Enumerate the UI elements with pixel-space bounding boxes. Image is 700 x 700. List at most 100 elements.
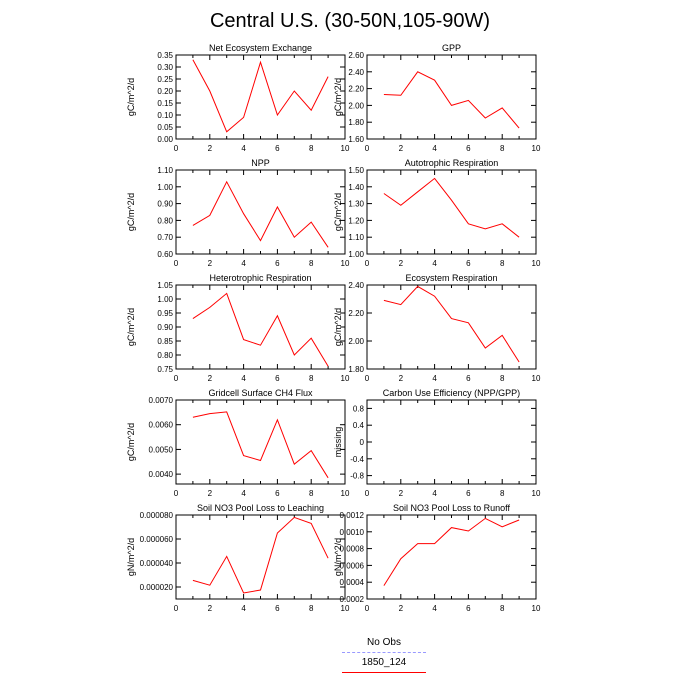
y-tick-label: 1.05 [157, 281, 173, 290]
legend-model-label: 1850_124 [361, 657, 407, 668]
x-tick-label: 4 [241, 489, 246, 498]
plot-frame [366, 399, 537, 485]
y-tick-label: 0.85 [157, 337, 173, 346]
x-tick-label: 0 [365, 144, 370, 153]
y-tick-label: 0.70 [157, 233, 173, 242]
y-tick-label: 0.80 [157, 351, 173, 360]
plot-frame [366, 169, 537, 255]
y-tick-label: 1.60 [348, 135, 364, 144]
x-tick-label: 2 [399, 144, 404, 153]
series-line [192, 180, 329, 248]
y-axis-label: gC/m^2/d [126, 193, 136, 231]
y-tick-label: 0.000060 [140, 535, 174, 544]
y-tick-label: 0.80 [157, 216, 173, 225]
y-tick-label: 2.40 [348, 281, 364, 290]
series-line [383, 517, 520, 586]
y-tick-label: 1.00 [348, 250, 364, 259]
y-tick-label: 0.75 [157, 365, 173, 374]
y-tick-label: 1.40 [348, 183, 364, 192]
panel-title: Ecosystem Respiration [405, 273, 497, 283]
x-tick-label: 10 [532, 489, 541, 498]
y-tick-label: 2.00 [348, 337, 364, 346]
panel-title: NPP [251, 158, 270, 168]
y-tick-label: 0.10 [157, 111, 173, 120]
x-tick-label: 8 [309, 259, 314, 268]
x-tick-label: 2 [399, 604, 404, 613]
y-tick-label: 0.30 [157, 63, 173, 72]
x-tick-label: 6 [275, 144, 280, 153]
y-tick-label: 1.10 [348, 233, 364, 242]
y-tick-label: 0.4 [353, 421, 365, 430]
x-tick-label: 8 [500, 604, 505, 613]
y-tick-label: 0.60 [157, 250, 173, 259]
x-tick-label: 10 [532, 144, 541, 153]
y-tick-label: 0.0010 [340, 528, 365, 537]
y-tick-label: 1.20 [348, 216, 364, 225]
panel-title: GPP [442, 43, 461, 53]
x-tick-label: 8 [309, 489, 314, 498]
panel-title: Heterotrophic Respiration [209, 273, 311, 283]
x-tick-label: 0 [365, 259, 370, 268]
series-line [192, 59, 329, 133]
y-tick-label: 0.0008 [340, 545, 365, 554]
y-axis-label: gC/m^2/d [333, 308, 343, 346]
y-tick-label: 0.25 [157, 75, 173, 84]
y-tick-label: 0.90 [157, 323, 173, 332]
series-line [383, 285, 520, 363]
x-tick-label: 2 [208, 144, 213, 153]
x-tick-label: 10 [341, 259, 350, 268]
x-tick-label: 10 [532, 604, 541, 613]
y-tick-label: 0.35 [157, 51, 173, 60]
x-tick-label: 8 [500, 489, 505, 498]
plot-frame [175, 54, 346, 140]
y-tick-label: 1.50 [348, 166, 364, 175]
y-tick-label: 0.90 [157, 200, 173, 209]
y-tick-label: 1.10 [157, 166, 173, 175]
y-tick-label: 0.05 [157, 123, 173, 132]
x-tick-label: 10 [341, 489, 350, 498]
x-tick-label: 2 [399, 259, 404, 268]
x-tick-label: 8 [309, 144, 314, 153]
x-tick-label: 4 [241, 259, 246, 268]
series-line [383, 71, 520, 129]
plot-frame [175, 284, 346, 370]
x-tick-label: 2 [399, 374, 404, 383]
x-tick-label: 2 [208, 374, 213, 383]
legend-obs-line [342, 652, 426, 653]
y-tick-label: 0.0070 [149, 396, 174, 405]
y-tick-label: 1.30 [348, 200, 364, 209]
panel-2: NPP 0 2 4 6 8 10 0.60 0.70 0.80 0.90 1.00 1.10 gC/m^2… [126, 158, 350, 268]
x-tick-label: 6 [275, 259, 280, 268]
y-tick-label: 0.00 [157, 135, 173, 144]
page-title: Central U.S. (30-50N,105-90W) [209, 10, 491, 32]
y-tick-label: 0.0060 [149, 421, 174, 430]
x-tick-label: 0 [174, 259, 179, 268]
legend-obs-label: No Obs [367, 637, 401, 648]
panel-8: Soil NO3 Pool Loss to Leaching 0 2 4 6 8 10 0.0… [126, 503, 350, 613]
x-tick-label: 10 [341, 144, 350, 153]
x-tick-label: 0 [174, 144, 179, 153]
panel-title: Soil NO3 Pool Loss to Leaching [197, 503, 324, 513]
plot-frame [175, 514, 346, 600]
y-tick-label: 0.0002 [340, 595, 365, 604]
x-tick-label: 8 [309, 374, 314, 383]
y-axis-label: missing [333, 427, 343, 458]
panel-title: Carbon Use Efficiency (NPP/GPP) [383, 388, 520, 398]
y-tick-label: 0.0050 [149, 445, 174, 454]
x-tick-label: 2 [208, 259, 213, 268]
x-tick-label: 4 [432, 374, 437, 383]
y-tick-label: 0.0004 [340, 578, 365, 587]
y-axis-label: gC/m^2/d [333, 78, 343, 116]
plot-frame [175, 399, 346, 485]
x-tick-label: 0 [174, 374, 179, 383]
x-tick-label: 4 [241, 144, 246, 153]
x-tick-label: 8 [500, 144, 505, 153]
x-tick-label: 6 [466, 489, 471, 498]
x-tick-label: 8 [500, 259, 505, 268]
panel-4: Heterotrophic Respiration 0 2 4 6 8 10 0.75 0.80… [126, 273, 350, 383]
x-tick-label: 6 [466, 259, 471, 268]
